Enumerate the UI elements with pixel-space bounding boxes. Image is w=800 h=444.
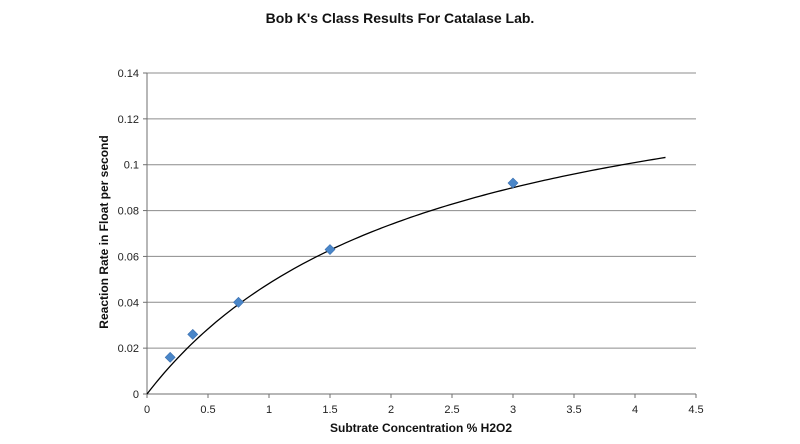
y-tick-label: 0.02 — [118, 343, 139, 355]
y-tick-label: 0.08 — [118, 206, 139, 218]
gridlines — [147, 72, 696, 349]
y-axis-title: Reaction Rate in Float per second — [97, 135, 111, 328]
y-tick-label: 0.1 — [124, 160, 139, 172]
x-tick-label: 1.5 — [322, 404, 337, 416]
data-point — [324, 244, 336, 255]
data-point — [233, 296, 244, 308]
chart-title: Bob K's Class Results For Catalase Lab. — [266, 10, 535, 26]
tick-labels: 0 0.02 0.04 0.06 0.08 0.1 0.12 0.14 0 0.5 1 1.5 2 2.5… — [118, 68, 704, 416]
x-tick-label: 4 — [632, 404, 638, 416]
x-tick-label: 2.5 — [444, 404, 459, 416]
x-tick-label: 3 — [510, 404, 516, 416]
axes — [143, 72, 697, 398]
x-tick-label: 0 — [144, 404, 150, 416]
y-tick-label: 0.06 — [118, 251, 139, 263]
y-tick-label: 0.14 — [118, 68, 139, 80]
x-tick-label: 0.5 — [200, 404, 215, 416]
y-tick-label: 0.04 — [118, 297, 139, 309]
data-point — [507, 177, 519, 189]
x-tick-label: 4.5 — [688, 404, 703, 416]
x-axis-title: Subtrate Concentration % H2O2 — [330, 421, 512, 435]
y-tick-label: 0 — [133, 389, 139, 401]
x-tick-label: 1 — [266, 404, 272, 416]
data-points — [164, 177, 519, 363]
y-tick-label: 0.12 — [118, 114, 139, 126]
x-tick-label: 3.5 — [566, 404, 581, 416]
data-point — [187, 328, 199, 340]
data-point — [164, 351, 176, 363]
trendline — [146, 156, 666, 395]
x-tick-label: 2 — [388, 404, 394, 416]
trendline-layer — [146, 156, 666, 395]
